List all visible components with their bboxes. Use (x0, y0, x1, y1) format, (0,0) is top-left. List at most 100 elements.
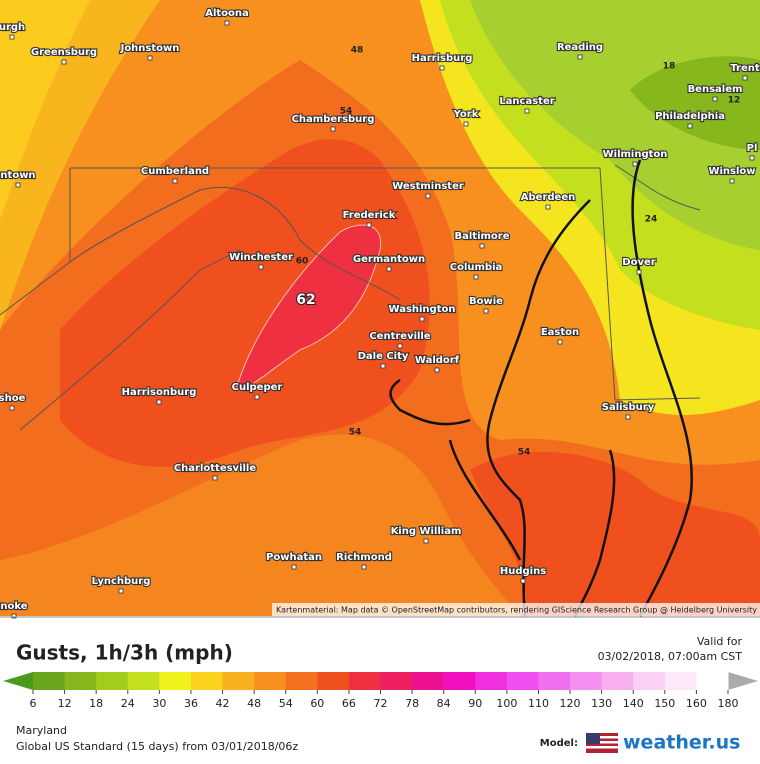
city-marker (473, 274, 479, 280)
city-marker (11, 613, 17, 619)
contour-label: 60 (296, 257, 309, 267)
city-marker (483, 308, 489, 314)
contour-label: 24 (645, 215, 658, 225)
legend-swatch (380, 672, 413, 690)
legend-swatch (317, 672, 350, 690)
contour-label: 62 (296, 292, 315, 308)
city-label: Bowie (469, 296, 503, 307)
legend: 6 12 18 24 30 36 42 48 54 60 66 72 78 84 90 100 110 120 13… (3, 672, 758, 710)
legend-swatch (285, 672, 318, 690)
attribution: Kartenmaterial: Map data © OpenStreetMap… (276, 606, 757, 615)
legend-tick-label: 120 (560, 697, 581, 710)
legend-tick-label: 18 (89, 697, 103, 710)
legend-swatch (443, 672, 476, 690)
legend-swatch (222, 672, 255, 690)
city-label: Lynchburg (92, 576, 151, 587)
gust-zone (630, 56, 760, 150)
city-label: noke (0, 601, 27, 612)
coastline (389, 159, 693, 617)
city-marker (423, 538, 429, 544)
legend-swatch (696, 672, 729, 690)
city-label: Salisbury (602, 402, 655, 413)
city-marker (397, 343, 403, 349)
legend-tick-label: 24 (121, 697, 135, 710)
legend-swatch (64, 672, 97, 690)
legend-swatch (127, 672, 160, 690)
legend-tick-label: 180 (718, 697, 739, 710)
city-label: Greensburg (31, 47, 97, 58)
city-marker (419, 316, 425, 322)
region: Maryland (16, 724, 67, 737)
city-marker (636, 269, 642, 275)
contour-label: 54 (518, 448, 531, 458)
gust-zone (235, 224, 382, 391)
legend-tick-label: 42 (216, 697, 230, 710)
legend-swatch (190, 672, 224, 690)
legend-tick-label: 6 (30, 697, 37, 710)
city-label: Chambersburg (292, 114, 375, 125)
city-label: King William (391, 526, 462, 537)
city-marker (749, 155, 755, 161)
legend-tick-label: 84 (437, 697, 451, 710)
city-marker (742, 75, 748, 81)
legend-swatch (475, 672, 508, 690)
city-marker (361, 564, 367, 570)
legend-swatch (96, 672, 129, 690)
model-label: Model: (540, 738, 578, 749)
city-label: Harrisonburg (122, 387, 197, 398)
legend-swatch (348, 672, 381, 690)
city-label: Richmond (336, 552, 392, 563)
city-label: Columbia (450, 262, 503, 273)
legend-swatch (506, 672, 539, 690)
city-marker (9, 405, 15, 411)
city-marker (557, 339, 563, 345)
city-marker (254, 394, 260, 400)
city-marker (156, 399, 162, 405)
legend-swatch (633, 672, 666, 690)
city-label: Frederick (343, 210, 396, 221)
legend-tick-label: 60 (310, 697, 324, 710)
legend-tick-label: 66 (342, 697, 356, 710)
legend-below (3, 672, 33, 690)
city-label: urgh (0, 22, 25, 33)
city-label: Waldorf (415, 355, 460, 366)
brand: weather.us (623, 732, 740, 754)
city-label: York (453, 109, 479, 120)
city-label: ntown (0, 170, 35, 181)
city-label: Hudgins (500, 566, 546, 577)
map: urgh Greensburg Johnstown Altoona Harrisburg… (0, 0, 760, 619)
legend-swatch (538, 672, 571, 690)
city-label: Washington (389, 304, 456, 315)
legend-swatch (570, 672, 603, 690)
city-marker (366, 222, 372, 228)
city-label: Westminster (392, 181, 464, 192)
city-label: Aberdeen (521, 192, 575, 203)
legend-tick-label: 30 (152, 697, 166, 710)
city-marker (380, 363, 386, 369)
city-marker (577, 54, 583, 60)
legend-tick-label: 90 (468, 697, 482, 710)
attribution-bg (272, 603, 760, 616)
city-marker (729, 178, 735, 184)
city-marker (625, 414, 631, 420)
city-label: Philadelphia (655, 111, 725, 122)
city-marker (330, 126, 336, 132)
legend-swatch (412, 672, 445, 690)
city-label: Winslow (708, 166, 755, 177)
city-marker (61, 59, 67, 65)
contour-label: 18 (663, 62, 676, 72)
city-marker (425, 193, 431, 199)
city-marker (439, 65, 445, 71)
city-label: Reading (557, 42, 603, 53)
city-marker (712, 96, 718, 102)
title: Gusts, 1h/3h (mph) (16, 641, 233, 665)
legend-swatch (254, 672, 287, 690)
valid-label: Valid for (697, 635, 743, 648)
gust-zone (60, 139, 430, 467)
city-marker (291, 564, 297, 570)
legend-tick-label: 12 (58, 697, 72, 710)
legend-tick-label: 78 (405, 697, 419, 710)
city-label: Charlottesville (174, 463, 257, 474)
city-label: Dover (622, 257, 655, 268)
